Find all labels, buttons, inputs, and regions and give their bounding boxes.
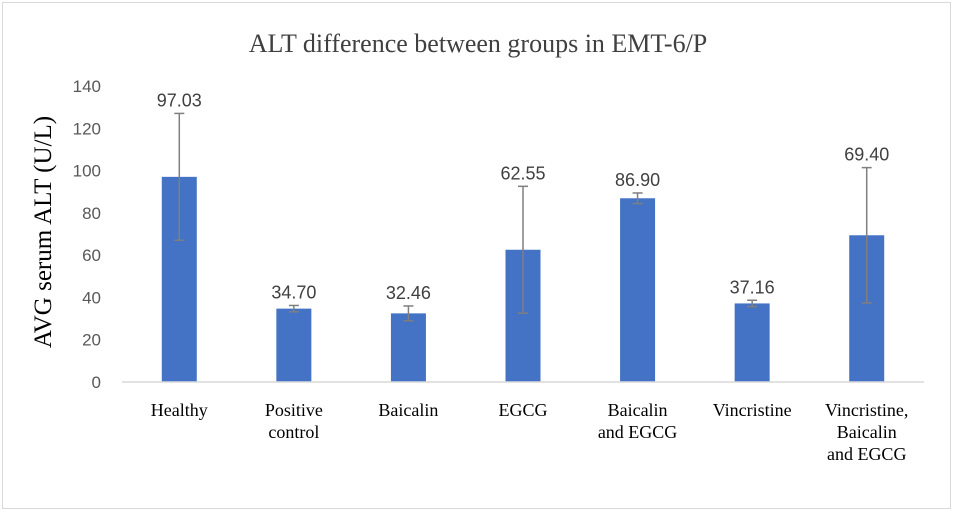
y-tick-label: 20 (82, 331, 101, 350)
y-tick-label: 140 (73, 77, 101, 96)
y-tick-label: 80 (82, 204, 101, 223)
x-tick-label: Positive control (265, 400, 323, 442)
data-label: 62.55 (500, 163, 545, 183)
error-bars (174, 112, 872, 322)
y-tick-label: 120 (73, 119, 101, 138)
bar (620, 198, 656, 382)
data-label: 97.03 (157, 90, 202, 110)
y-axis-ticks: 0 20 40 60 80 100 120 140 (73, 77, 101, 392)
chart-title: ALT difference between groups in EMT-6/P (249, 29, 708, 58)
error-bar (403, 305, 414, 322)
bar (276, 308, 312, 382)
y-tick-label: 0 (92, 373, 101, 392)
error-bar (518, 185, 528, 314)
y-tick-label: 100 (73, 162, 101, 181)
data-label: 69.40 (844, 145, 889, 165)
bar (734, 303, 770, 382)
error-bar (288, 304, 299, 313)
y-axis-label: AVG serum ALT (U/L) (30, 116, 57, 348)
error-bar (747, 299, 758, 308)
bar (390, 313, 426, 382)
error-bar (861, 166, 872, 304)
x-axis-ticks: Healthy Positive control Baicalin EGCG Baical… (151, 400, 909, 464)
y-tick-label: 40 (82, 288, 101, 307)
x-tick-label: Vincristine, Baicalin and EGCG (825, 400, 908, 464)
x-tick-label: EGCG (499, 400, 548, 420)
data-label: 34.70 (271, 282, 316, 302)
data-label: 37.16 (730, 277, 775, 297)
x-tick-label: Healthy (151, 400, 208, 420)
data-labels: 97.03 34.70 32.46 62.55 86.90 37.16 69.40 (157, 90, 889, 303)
x-tick-label: Baicalin and EGCG (598, 400, 678, 442)
y-tick-label: 60 (82, 246, 101, 265)
data-label: 86.90 (615, 170, 660, 190)
x-tick-label: Vincristine (713, 400, 792, 420)
error-bar (632, 192, 643, 205)
error-bar (174, 112, 185, 242)
x-tick-label: Baicalin (378, 400, 438, 420)
data-label: 32.46 (386, 283, 431, 303)
